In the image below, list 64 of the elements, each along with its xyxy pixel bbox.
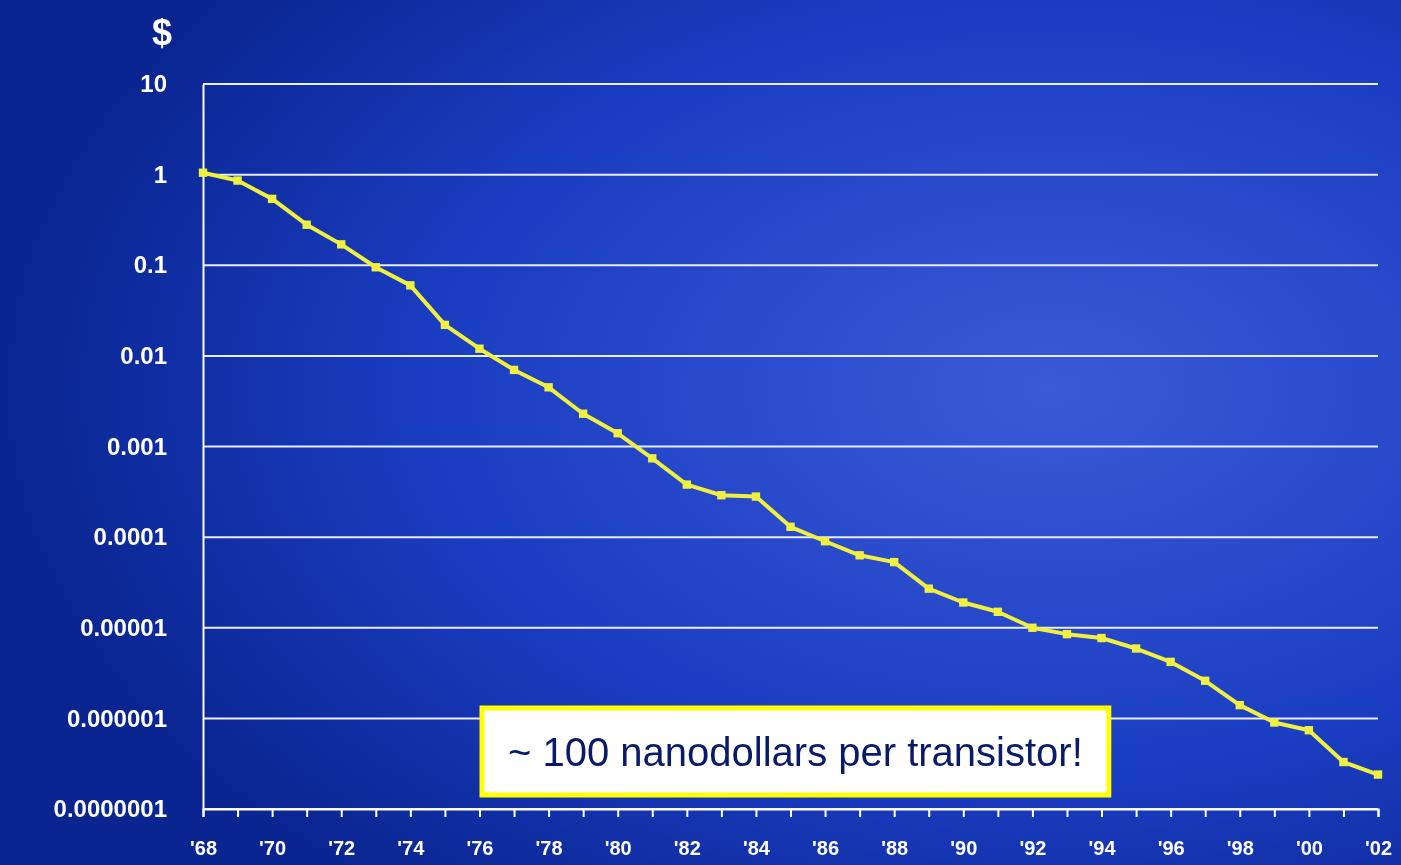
point [820, 537, 830, 546]
point [1028, 623, 1037, 632]
point [371, 263, 380, 272]
point [1166, 657, 1175, 667]
point [1373, 770, 1383, 779]
point [578, 409, 588, 418]
x-tick-label: '84 [742, 837, 771, 860]
point [717, 491, 726, 500]
point [993, 607, 1003, 616]
point [233, 176, 242, 185]
x-tick-label: '68 [189, 837, 218, 860]
point [267, 194, 277, 204]
point [924, 584, 933, 593]
point [1131, 644, 1141, 653]
point [682, 480, 692, 489]
point [198, 168, 208, 177]
point [889, 557, 899, 567]
point [1235, 700, 1244, 710]
point [751, 492, 761, 501]
x-tick-label: '00 [1295, 837, 1323, 860]
point [1062, 629, 1072, 639]
y-tick-label: 10 [140, 70, 167, 98]
x-tick-label: '90 [950, 837, 978, 860]
point [544, 383, 553, 392]
x-tick-label: '88 [881, 837, 909, 860]
y-tick-label: 0.01 [120, 342, 167, 370]
point [1304, 726, 1314, 735]
y-tick-label: 0.0001 [93, 523, 167, 551]
point [1201, 676, 1210, 685]
point [1339, 757, 1348, 767]
x-tick-label: '70 [259, 837, 287, 860]
point [509, 365, 519, 375]
annotation: ~ 100 nanodollars per transistor! [508, 730, 1083, 774]
point [613, 429, 622, 438]
x-tick-label: '78 [535, 837, 563, 860]
point [440, 320, 450, 330]
y-axis-title: $ [151, 12, 173, 53]
y-tick-label: 0.0000001 [53, 795, 167, 823]
y-tick-label: 0.001 [106, 432, 167, 460]
point [855, 551, 864, 560]
x-tick-label: '76 [466, 837, 494, 860]
x-tick-label: '86 [812, 837, 840, 860]
x-tick-label: '72 [328, 837, 356, 860]
x-tick-label: '96 [1157, 837, 1185, 860]
y-tick-label: 0.000001 [66, 704, 167, 732]
x-tick-label: '80 [604, 837, 632, 860]
x-tick-label: '02 [1364, 837, 1393, 860]
point [406, 281, 415, 290]
x-tick-label: '82 [673, 837, 701, 860]
point [475, 344, 484, 353]
x-tick-label: '94 [1088, 837, 1117, 860]
point [786, 522, 795, 531]
y-tick-label: 0.1 [133, 251, 167, 279]
point [1270, 718, 1279, 727]
x-tick-label: '98 [1226, 837, 1254, 860]
y-tick-label: 1 [153, 160, 167, 188]
point [302, 220, 311, 229]
point [337, 240, 346, 249]
x-tick-label: '92 [1019, 837, 1047, 860]
point [1097, 633, 1106, 643]
point [648, 454, 657, 463]
y-tick-label: 0.00001 [80, 613, 167, 641]
point [959, 598, 968, 607]
x-tick-label: '74 [397, 837, 426, 860]
